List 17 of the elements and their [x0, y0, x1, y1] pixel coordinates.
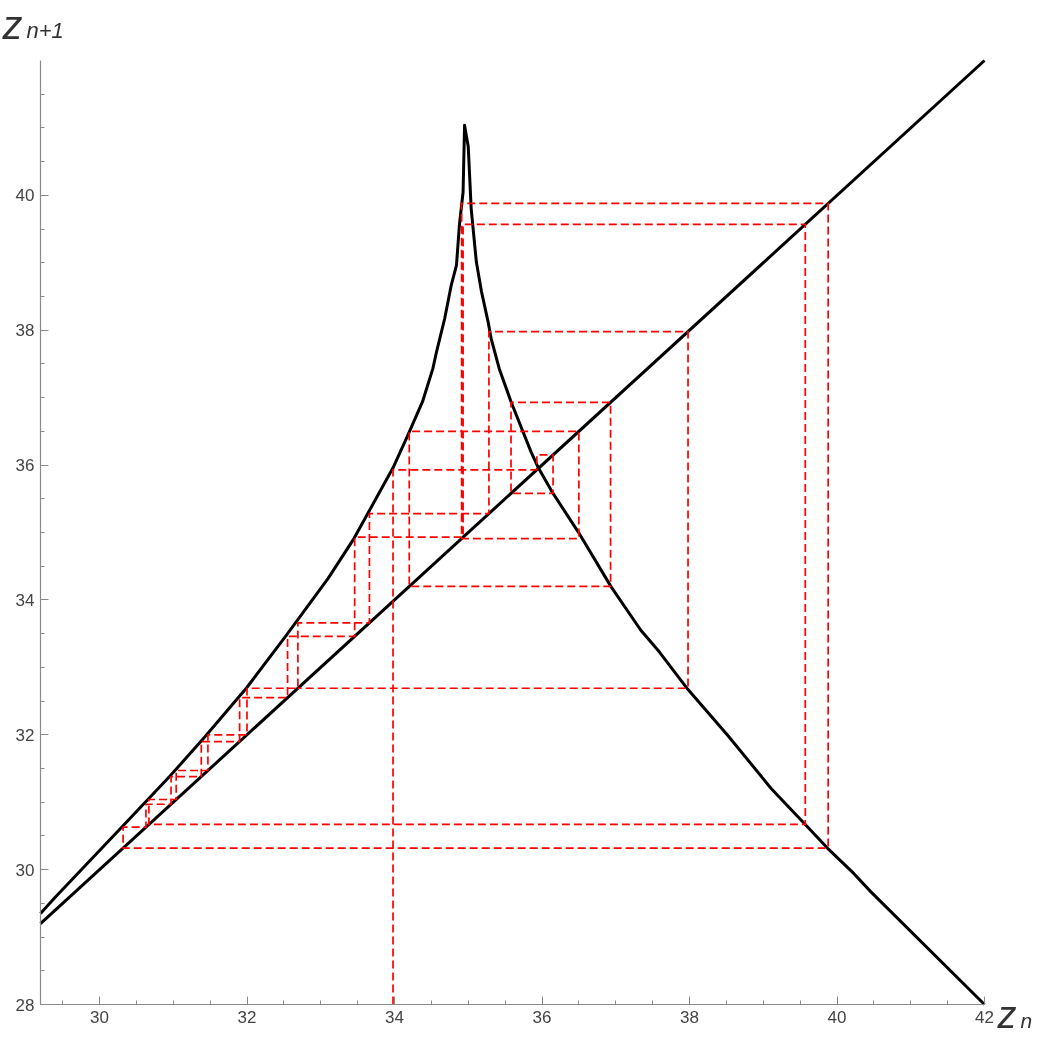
y-tick-label: 38: [15, 321, 35, 341]
y-tick-label: 40: [15, 186, 35, 206]
x-tick-label: 30: [90, 1007, 109, 1027]
x-tick-label: 32: [237, 1007, 257, 1027]
y-axis-title: zn+1: [1, 2, 64, 47]
y-tick-label: 28: [15, 995, 35, 1015]
line-series: [122, 202, 829, 1006]
y-tick-label: 34: [15, 590, 35, 610]
x-tick-label: 36: [532, 1007, 552, 1027]
x-axis-title: zn: [996, 993, 1033, 1036]
y-tick-label: 36: [15, 456, 35, 476]
x-tick-label: 42: [975, 1007, 994, 1027]
y-tick-label: 32: [15, 725, 35, 745]
x-tick-label: 40: [827, 1007, 847, 1027]
x-tick-label: 34: [385, 1007, 404, 1027]
x-tick-label: 38: [680, 1007, 699, 1027]
y-tick-label: 30: [15, 860, 35, 880]
